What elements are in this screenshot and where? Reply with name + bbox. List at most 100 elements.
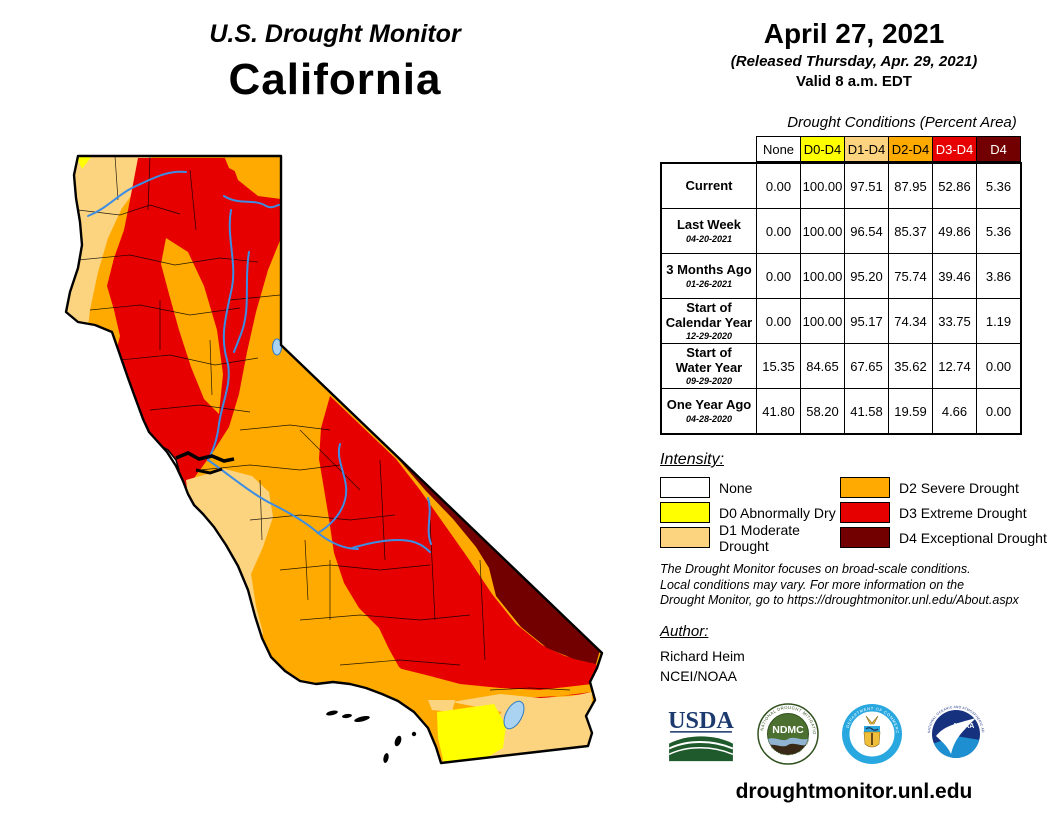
table-cell: 33.75	[932, 298, 977, 344]
table-cell: 0.00	[976, 388, 1022, 435]
info-panel: April 27, 2021 (Released Thursday, Apr. …	[660, 18, 1048, 804]
d2-valley-tongue	[161, 238, 223, 414]
author-block: Author: Richard Heim NCEI/NOAA	[660, 623, 1048, 687]
drought-table: Current 0.00 100.00 97.51 87.95 52.86 5.…	[660, 162, 1022, 435]
row-label: Current	[685, 177, 733, 193]
d2-top-notch	[224, 156, 248, 176]
author-org: NCEI/NOAA	[660, 668, 738, 685]
table-cell: 49.86	[932, 208, 977, 254]
table-row: One Year Ago 04-28-2020 41.80 58.20 41.5…	[660, 388, 1022, 435]
legend-swatch-d2	[840, 477, 890, 498]
d4-region	[371, 430, 600, 664]
table-cell: 100.00	[800, 253, 845, 299]
table-cell: 41.58	[844, 388, 889, 435]
legend-swatch-d1	[660, 527, 710, 548]
map-header: U.S. Drought Monitor California	[125, 20, 545, 105]
table-cell: 75.74	[888, 253, 933, 299]
table-cell: 95.20	[844, 253, 889, 299]
table-cell: 39.46	[932, 253, 977, 299]
d1-finger	[428, 700, 455, 712]
table-cell: 41.80	[756, 388, 801, 435]
table-cell: 96.54	[844, 208, 889, 254]
table-cell: 95.17	[844, 298, 889, 344]
table-cell: 85.37	[888, 208, 933, 254]
legend-label: D3 Extreme Drought	[899, 504, 1027, 521]
row-label: One Year Ago	[666, 397, 752, 413]
table-cell: 0.00	[756, 253, 801, 299]
legend-swatch-d4	[840, 527, 890, 548]
salton-sea	[503, 700, 525, 730]
legend: Intensity: None D0 Abnormally Dry D1 Mod…	[660, 451, 1048, 554]
legend-label: D4 Exceptional Drought	[899, 529, 1047, 546]
valid-time: Valid 8 a.m. EDT	[796, 73, 912, 90]
legend-item-d1: D1 Moderate Drought	[660, 522, 840, 554]
table-cell: 5.36	[976, 208, 1022, 254]
table-cell: 0.00	[756, 208, 801, 254]
legend-item-d3: D3 Extreme Drought	[840, 500, 1047, 525]
table-cell: 0.00	[976, 343, 1022, 389]
table-cell: 1.19	[976, 298, 1022, 344]
d2-south-band	[398, 668, 592, 702]
state-name: California	[228, 55, 442, 104]
svg-text:USDA: USDA	[668, 708, 734, 735]
svg-text:NOAA: NOAA	[954, 723, 975, 730]
d0-sliver	[76, 156, 92, 169]
col-header-d0d4: D0-D4	[800, 136, 845, 162]
col-header-d1d4: D1-D4	[844, 136, 889, 162]
usda-logo-icon: USDA	[668, 708, 734, 762]
table-cell: 67.65	[844, 343, 889, 389]
legend-label: D2 Severe Drought	[899, 479, 1019, 496]
d0-region-sandiego	[437, 704, 506, 763]
legend-swatch-d0	[660, 502, 710, 523]
table-cell: 19.59	[888, 388, 933, 435]
table-cell: 4.66	[932, 388, 977, 435]
table-cell: 58.20	[800, 388, 845, 435]
table-cell: 87.95	[888, 162, 933, 209]
table-row: Start of Water Year 09-29-2020 15.35 84.…	[660, 343, 1022, 389]
author-heading: Author:	[660, 622, 709, 640]
page-title: U.S. Drought Monitor	[209, 20, 461, 48]
table-cell: 84.65	[800, 343, 845, 389]
author-name: Richard Heim	[660, 647, 745, 664]
county-lines	[77, 156, 571, 691]
table-row: Start of Calendar Year 12-29-2020 0.00 1…	[660, 298, 1022, 344]
table-row: Last Week 04-20-2021 0.00 100.00 96.54 8…	[660, 208, 1022, 254]
table-cell: 0.00	[756, 162, 801, 209]
row-date: 09-29-2020	[685, 376, 733, 387]
row-date: 12-29-2020	[685, 331, 733, 342]
commerce-seal-icon: DEPARTMENT OF COMMERCE UNITED STATES OF …	[840, 702, 902, 765]
row-date: 01-26-2021	[685, 278, 733, 289]
drought-table-header: None D0-D4 D1-D4 D2-D4 D3-D4 D4	[756, 136, 1021, 162]
channel-islands	[326, 710, 417, 763]
disclaimer-text: The Drought Monitor focuses on broad-sca…	[660, 562, 1019, 608]
released-date: (Released Thursday, Apr. 29, 2021)	[730, 53, 978, 70]
row-date: 04-28-2020	[685, 413, 733, 424]
legend-label: None	[719, 479, 753, 496]
date-block: April 27, 2021 (Released Thursday, Apr. …	[660, 18, 1048, 90]
table-cell: 52.86	[932, 162, 977, 209]
legend-heading: Intensity:	[660, 451, 725, 468]
table-cell: 15.35	[756, 343, 801, 389]
legend-swatch-d3	[840, 502, 890, 523]
table-cell: 97.51	[844, 162, 889, 209]
row-label: Start of Calendar Year	[665, 299, 753, 330]
rivers	[87, 170, 432, 553]
legend-label: D0 Abnormally Dry	[719, 504, 836, 521]
legend-item-d0: D0 Abnormally Dry	[660, 500, 840, 525]
legend-label: D1 Moderate Drought	[719, 521, 800, 554]
row-label: Start of Water Year	[675, 344, 743, 375]
legend-swatch-none	[660, 477, 710, 498]
row-label: Last Week	[676, 217, 742, 233]
table-caption: Drought Conditions (Percent Area)	[787, 114, 1017, 131]
col-header-d4: D4	[976, 136, 1021, 162]
svg-text:NDMC: NDMC	[772, 724, 804, 736]
table-cell: 5.36	[976, 162, 1022, 209]
table-cell: 35.62	[888, 343, 933, 389]
legend-item-none: None	[660, 475, 840, 500]
legend-item-d4: D4 Exceptional Drought	[840, 525, 1047, 550]
row-date: 04-20-2021	[685, 233, 733, 244]
